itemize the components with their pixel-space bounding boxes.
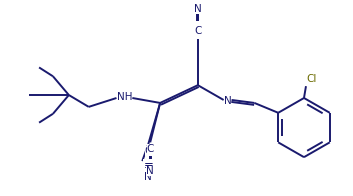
Text: Cl: Cl [307, 74, 317, 84]
Text: N: N [144, 172, 152, 182]
Text: NH: NH [116, 92, 132, 102]
Text: C: C [146, 144, 154, 154]
Text: N: N [194, 4, 202, 14]
Text: C: C [144, 146, 152, 156]
Text: N: N [224, 96, 232, 106]
Text: N: N [146, 166, 154, 176]
Text: C: C [194, 26, 202, 36]
Text: ≡: ≡ [143, 159, 153, 172]
